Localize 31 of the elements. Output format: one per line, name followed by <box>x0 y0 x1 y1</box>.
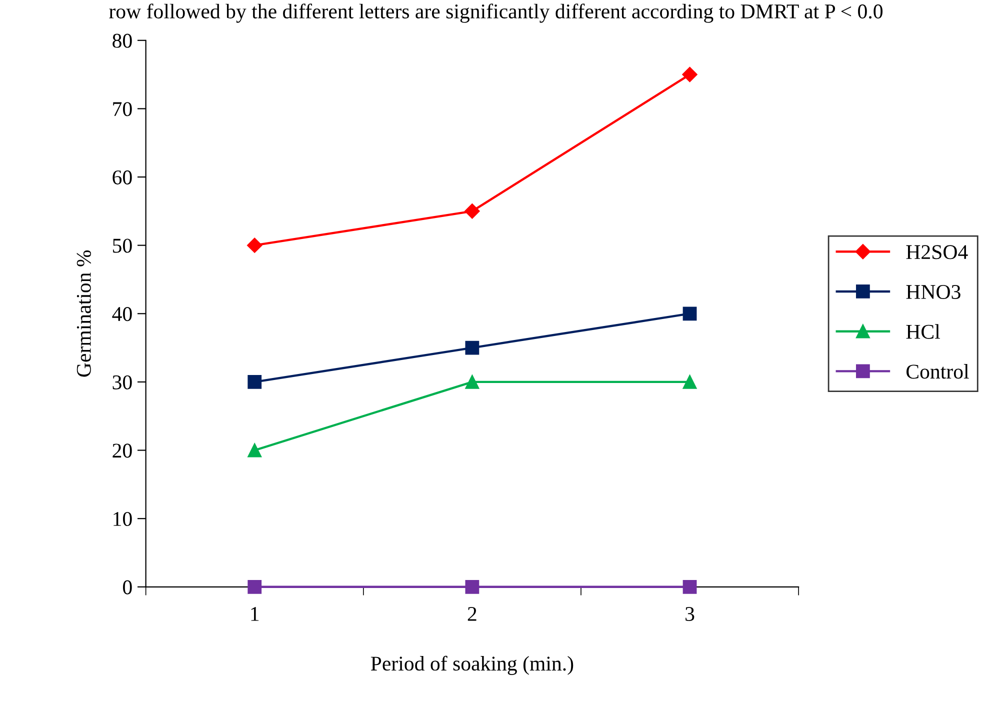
legend-label: H2SO4 <box>906 245 968 260</box>
x-axis-title: Period of soaking (min.) <box>370 656 574 675</box>
x-tick-label: 3 <box>686 607 694 621</box>
x-tick-label: 2 <box>468 607 476 621</box>
y-tick-label: 60 <box>112 170 132 184</box>
text: row followed by the different letters are significantly different according to DMRT at P < 0.0 <box>109 4 882 23</box>
y-tick-label: 70 <box>113 102 132 116</box>
point <box>682 306 697 321</box>
point <box>465 580 480 594</box>
legend-label: Control <box>906 364 969 379</box>
y-tick-label: 0 <box>123 580 132 594</box>
y-tick-label: 20 <box>112 444 132 458</box>
x-tick-label: 1 <box>251 607 259 621</box>
point <box>248 580 262 594</box>
point <box>464 204 480 219</box>
y-tick-label: 80 <box>112 34 132 48</box>
point <box>465 340 480 355</box>
point <box>465 375 480 389</box>
point <box>248 375 262 389</box>
point <box>248 443 262 458</box>
y-axis-title: Germination % <box>76 250 91 377</box>
point <box>682 580 697 594</box>
point <box>682 66 698 82</box>
y-tick-label: 30 <box>112 375 132 390</box>
y-tick-label: 10 <box>114 512 132 526</box>
legend-label: HCl <box>906 324 940 339</box>
point <box>682 375 697 389</box>
y-tick-label: 40 <box>112 307 132 322</box>
y-tick-label: 50 <box>113 238 132 253</box>
legend-label: HNO3 <box>906 284 960 299</box>
point <box>247 238 262 253</box>
